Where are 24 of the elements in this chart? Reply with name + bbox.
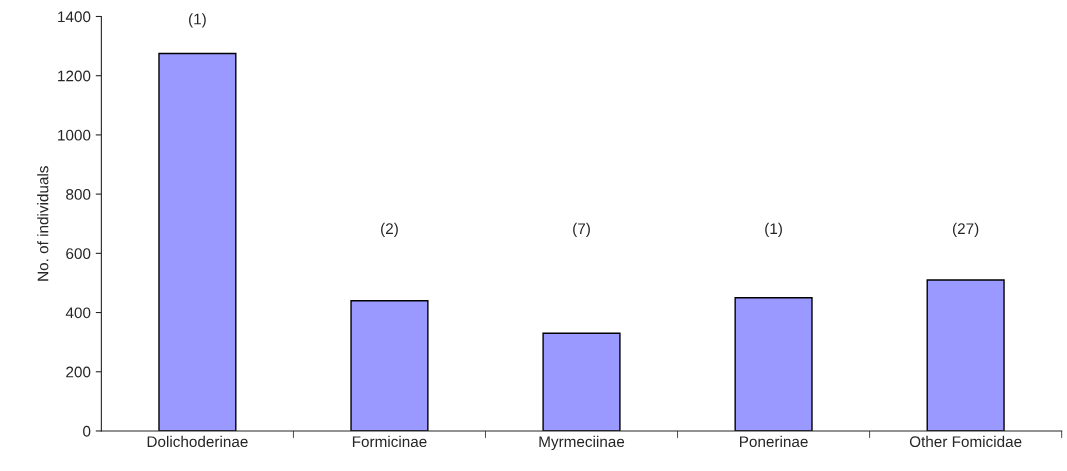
bar — [734, 297, 813, 431]
y-tick-label: 0 — [83, 425, 91, 437]
y-tick-label: 200 — [66, 366, 91, 378]
y-tick-label: 1000 — [58, 129, 91, 141]
bar — [350, 300, 429, 431]
bar — [158, 52, 237, 431]
y-axis-title: No. of individuals — [37, 166, 49, 281]
y-tick-label: 1200 — [58, 70, 91, 82]
annotation: (1) — [189, 13, 206, 28]
y-tick-label: 400 — [65, 307, 91, 319]
x-tick-label: Ponerinae — [740, 435, 808, 448]
x-tick-label: Other Fomicidae — [909, 435, 1022, 448]
annotation: (1) — [765, 222, 782, 238]
x-tick-label: Dolichoderinae — [147, 435, 248, 448]
x-tick-label: Myrmeciinae — [539, 435, 625, 451]
y-tick-label: 800 — [66, 188, 91, 200]
bar — [926, 279, 1005, 431]
annotation: (2) — [381, 222, 398, 238]
x-tick-label: Formicinae — [352, 435, 427, 448]
y-tick-label: 1400 — [58, 11, 91, 23]
bar — [542, 332, 621, 431]
y-tick-label: 600 — [66, 248, 91, 260]
annotation: (7) — [573, 222, 590, 238]
annotation: (27) — [953, 222, 979, 238]
